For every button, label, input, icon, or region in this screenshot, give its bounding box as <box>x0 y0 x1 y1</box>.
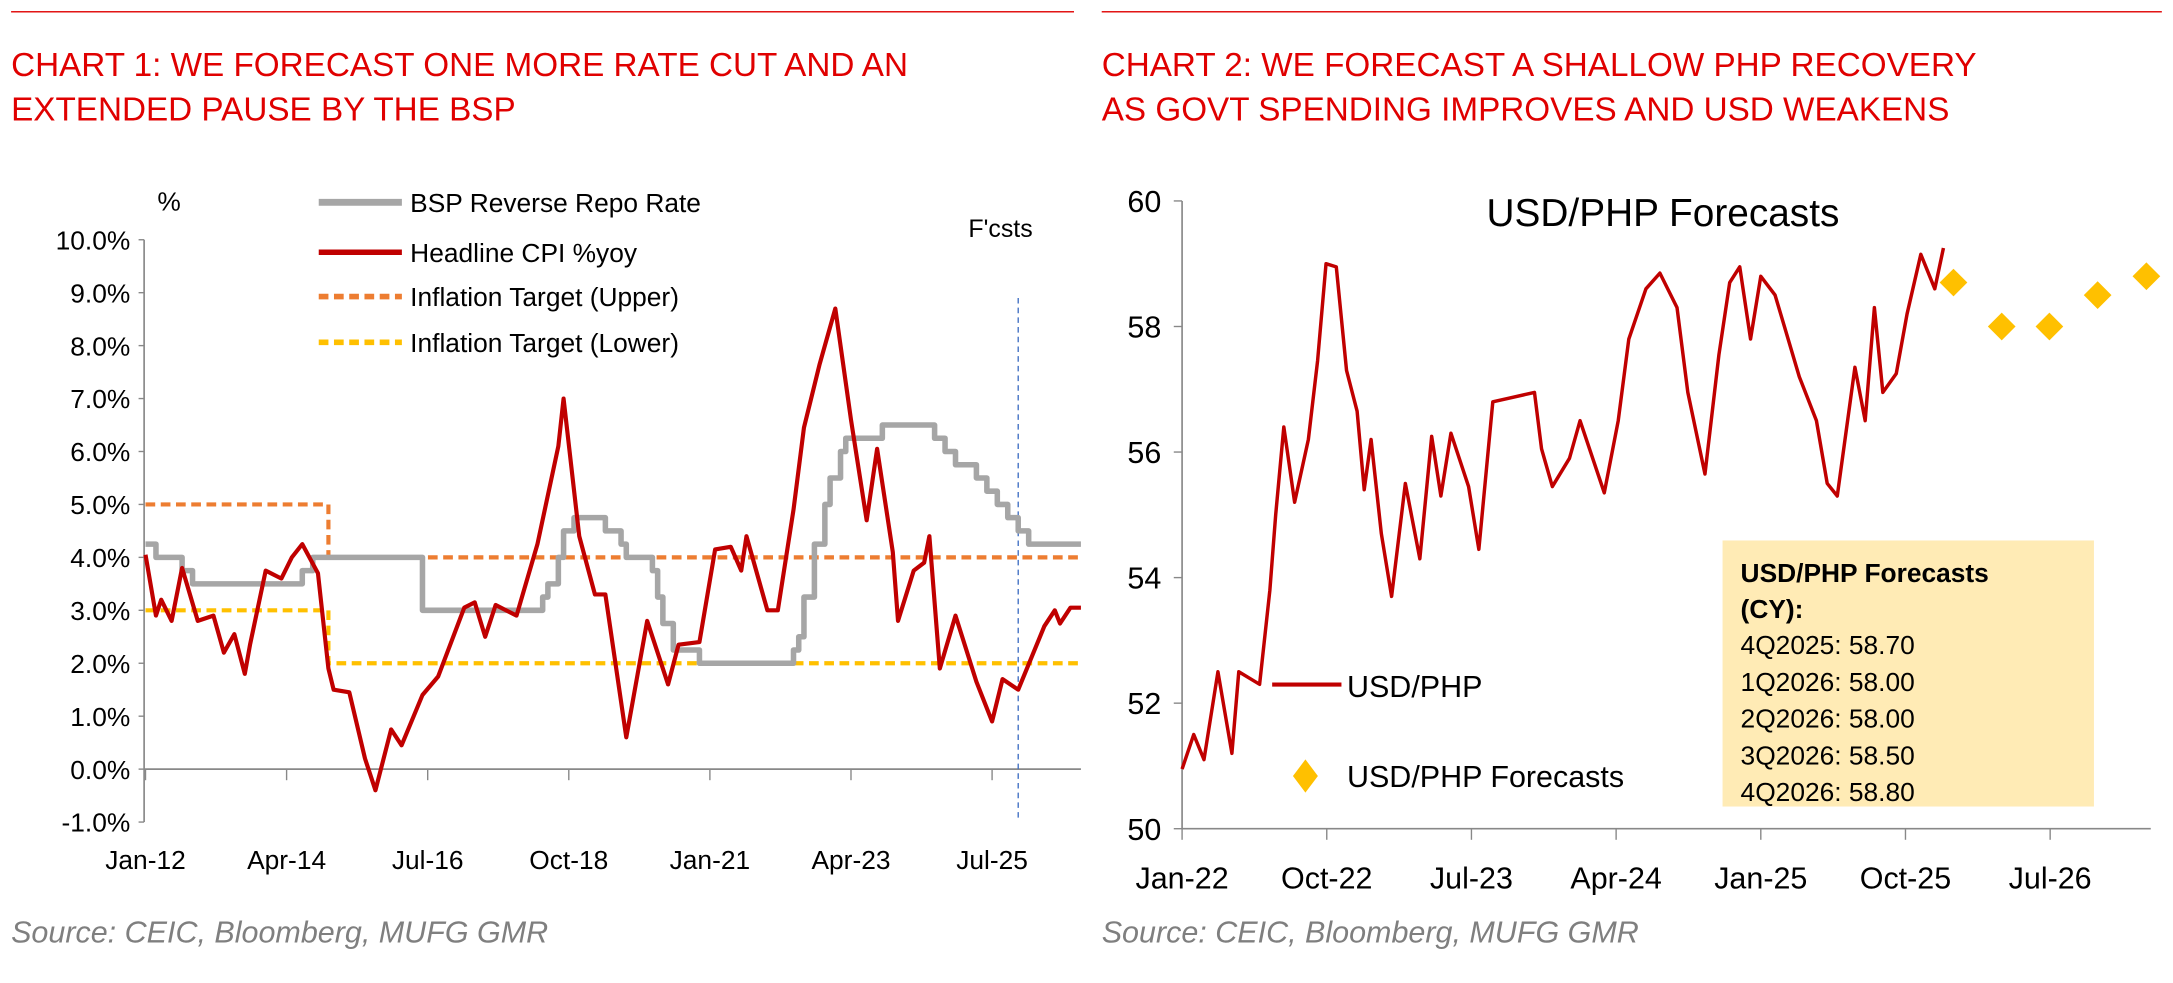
y-tick-label: 50 <box>1127 813 1161 847</box>
x-tick-label: Jul-23 <box>1430 861 1513 895</box>
x-tick-label: Jan-21 <box>670 845 751 875</box>
x-tick-label: Apr-14 <box>247 845 326 875</box>
x-tick-label: Apr-23 <box>811 845 890 875</box>
y-tick-label: 52 <box>1127 687 1161 721</box>
inflation-target-upper-line <box>145 502 1081 560</box>
forecast-box-heading: (CY): <box>1741 594 1804 624</box>
forecast-box-line: 3Q2026: 58.50 <box>1741 740 1915 770</box>
chart1-title: CHART 1: WE FORECAST ONE MORE RATE CUT A… <box>11 44 1078 133</box>
forecast-box <box>1722 540 2094 807</box>
forecast-point <box>2083 281 2112 309</box>
y-tick-label: 3.0% <box>70 596 130 626</box>
y-tick-label: 2.0% <box>70 649 130 679</box>
forecast-point <box>2132 262 2161 291</box>
y-tick-label: 56 <box>1127 436 1161 470</box>
x-tick-label: Jul-16 <box>392 845 464 875</box>
x-tick-label: Jan-12 <box>105 845 186 875</box>
y-tick-label: 58 <box>1127 311 1161 345</box>
legend-swatch-forecast <box>1292 759 1318 793</box>
legend-label: Headline CPI %yoy <box>410 238 638 268</box>
chart1-title-line: EXTENDED PAUSE BY THE BSP <box>11 91 516 129</box>
chart1-title-line: CHART 1: WE FORECAST ONE MORE RATE CUT A… <box>11 47 909 85</box>
repo-rate-line <box>145 422 1081 667</box>
forecast-annotation: F'csts <box>968 215 1032 243</box>
x-tick-label: Jan-22 <box>1136 861 1229 895</box>
forecast-point <box>1987 312 2016 341</box>
y-axis-label: % <box>157 187 180 217</box>
chart2-title-line: CHART 2: WE FORECAST A SHALLOW PHP RECOV… <box>1101 47 1977 85</box>
x-tick-label: Jan-25 <box>1714 861 1807 895</box>
chart2-title: CHART 2: WE FORECAST A SHALLOW PHP RECOV… <box>1102 44 2169 133</box>
y-tick-label: 1.0% <box>70 702 130 732</box>
right-divider <box>1101 11 2162 13</box>
forecast-box-line: 4Q2025: 58.70 <box>1741 630 1915 660</box>
chart-inner-title: USD/PHP Forecasts <box>1487 192 1840 235</box>
forecast-point <box>1939 268 1968 297</box>
x-tick-label: Apr-24 <box>1570 861 1662 895</box>
y-tick-label: 60 <box>1127 185 1161 219</box>
forecast-box-heading: USD/PHP Forecasts <box>1741 558 1989 588</box>
forecast-box-line: 4Q2026: 58.80 <box>1741 777 1915 807</box>
y-tick-label: 5.0% <box>70 490 130 520</box>
x-tick-label: Oct-18 <box>529 845 608 875</box>
x-tick-label: Jul-26 <box>2009 861 2092 895</box>
y-tick-label: 6.0% <box>70 437 130 467</box>
usdphp-line <box>1180 247 1946 770</box>
legend-label: BSP Reverse Repo Rate <box>410 188 701 218</box>
chart1-source: Source: CEIC, Bloomberg, MUFG GMR <box>11 914 549 950</box>
forecast-box-line: 1Q2026: 58.00 <box>1741 667 1915 697</box>
chart1-plot: 10.0% 9.0% 8.0% 7.0% 6.0% 5.0% 4.0% 3.0% 2.0% 1.0… <box>56 187 1081 875</box>
left-divider <box>11 11 1074 13</box>
y-tick-label: 10.0% <box>56 225 131 255</box>
y-tick-label: 4.0% <box>70 543 130 573</box>
y-tick-label: -1.0% <box>61 808 130 838</box>
legend-label: Inflation Target (Upper) <box>410 282 679 312</box>
x-tick-label: Oct-25 <box>1860 861 1951 895</box>
forecast-point <box>2035 312 2064 341</box>
x-tick-label: Jul-25 <box>956 845 1028 875</box>
x-tick-label: Oct-22 <box>1281 861 1372 895</box>
y-tick-label: 8.0% <box>70 331 130 361</box>
y-tick-label: 9.0% <box>70 278 130 308</box>
chart2-title-line: AS GOVT SPENDING IMPROVES AND USD WEAKEN… <box>1101 91 1950 129</box>
legend-label: USD/PHP <box>1347 670 1482 704</box>
forecast-box-line: 2Q2026: 58.00 <box>1741 704 1915 734</box>
y-tick-label: 7.0% <box>70 384 130 414</box>
y-tick-label: 0.0% <box>70 755 130 785</box>
legend-label: Inflation Target (Lower) <box>410 328 679 358</box>
chart2-source: Source: CEIC, Bloomberg, MUFG GMR <box>1101 914 1639 950</box>
legend-label: USD/PHP Forecasts <box>1347 760 1624 794</box>
y-tick-label: 54 <box>1127 562 1161 596</box>
cpi-line <box>143 306 1081 793</box>
